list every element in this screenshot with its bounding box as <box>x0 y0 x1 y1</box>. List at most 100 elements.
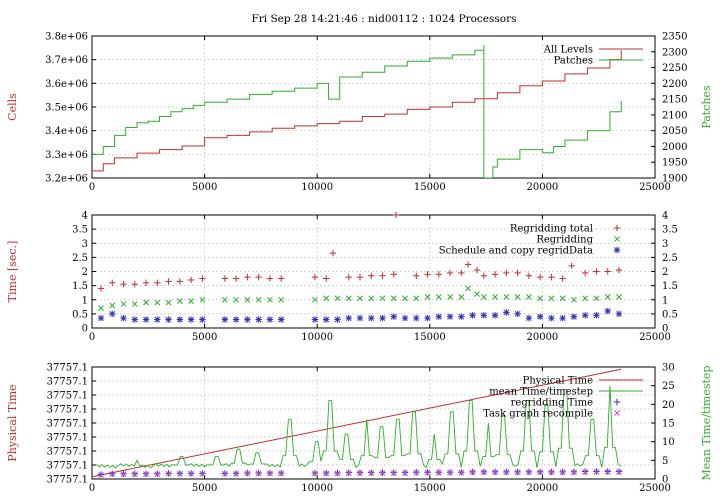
y2-tick-label: 2 <box>662 267 668 278</box>
data-point <box>154 316 161 323</box>
data-point <box>582 295 589 302</box>
y-tick-label: 3.8e+06 <box>45 32 88 43</box>
data-point <box>413 469 420 476</box>
data-point <box>165 316 172 323</box>
data-point <box>581 312 589 319</box>
data-point <box>199 296 206 303</box>
x-tick-label: 20000 <box>526 332 558 343</box>
data-point <box>473 266 481 274</box>
legend-marker <box>613 224 621 232</box>
data-point <box>199 275 206 282</box>
data-point <box>480 469 487 476</box>
data-point <box>98 471 104 478</box>
data-point <box>469 312 476 319</box>
data-point <box>323 295 330 302</box>
data-point <box>255 296 262 303</box>
legend-marker <box>613 246 621 254</box>
legend-label: Patches <box>554 56 593 67</box>
data-point <box>525 272 533 279</box>
y2-tick-label: 1950 <box>662 158 687 169</box>
y-tick-label: 37757.1 <box>47 419 88 430</box>
data-point <box>392 211 400 219</box>
data-point <box>120 314 127 322</box>
data-point <box>525 294 532 300</box>
data-point <box>255 273 262 281</box>
data-point <box>176 470 183 477</box>
data-point <box>615 266 623 274</box>
y2-axis-label: Patches <box>700 85 713 129</box>
data-point <box>491 312 499 319</box>
data-point <box>368 295 375 302</box>
data-point <box>357 470 363 476</box>
data-point <box>536 313 544 320</box>
data-point <box>97 314 105 322</box>
y-tick-label: 2.5 <box>72 253 88 264</box>
data-point <box>435 294 442 300</box>
series-layer <box>97 211 623 323</box>
data-point <box>244 296 251 303</box>
y2-tick-label: 15 <box>662 419 675 430</box>
data-point <box>199 470 206 477</box>
y2-tick-label: 2150 <box>662 95 687 106</box>
data-point <box>176 278 184 285</box>
legend-marker <box>613 398 621 406</box>
data-point <box>334 316 341 323</box>
data-point <box>329 249 337 257</box>
data-point <box>536 273 544 281</box>
y2-tick-label: 2050 <box>662 126 687 137</box>
data-point <box>593 295 600 302</box>
data-point <box>278 470 285 477</box>
data-point <box>514 310 521 318</box>
panel-3: 0 5000 10000 15000 20000 25000 37757.1 37757.1 3… <box>6 363 713 495</box>
data-point <box>131 281 138 288</box>
y2-tick-label: 1.5 <box>662 281 678 292</box>
data-point <box>548 469 555 476</box>
data-point <box>334 295 341 302</box>
y-tick-label: 0.5 <box>72 309 88 320</box>
data-point <box>492 294 499 300</box>
data-point <box>390 295 397 302</box>
data-point <box>458 469 465 476</box>
data-point <box>548 314 555 322</box>
data-point <box>581 269 589 277</box>
y-tick-label: 2 <box>82 267 88 278</box>
data-point <box>491 271 499 278</box>
data-point <box>474 291 481 298</box>
data-point <box>503 294 510 300</box>
data-point <box>435 271 443 278</box>
data-point <box>582 468 589 475</box>
data-point <box>165 470 172 477</box>
data-point <box>165 278 172 285</box>
y2-tick-label: 1 <box>662 295 668 306</box>
y2-tick-label: 10 <box>662 437 675 448</box>
x-tick-label: 10000 <box>301 332 333 343</box>
y-tick-label: 1.5 <box>72 281 88 292</box>
data-point <box>188 470 195 477</box>
data-point <box>615 310 623 318</box>
y-tick-label: 3.5 <box>72 225 88 236</box>
data-point <box>232 275 240 282</box>
data-point <box>277 316 285 323</box>
data-point <box>379 272 386 279</box>
data-point <box>154 299 161 306</box>
data-point <box>131 471 138 478</box>
data-point <box>559 295 566 302</box>
data-point <box>458 294 465 300</box>
series-task-graph-recompile <box>98 468 622 478</box>
y2-tick-label: 2200 <box>662 79 687 90</box>
y2-tick-label: 2.5 <box>662 253 678 264</box>
data-point <box>435 313 443 320</box>
data-point <box>390 313 397 320</box>
data-point <box>188 298 195 305</box>
data-point <box>458 269 465 277</box>
data-point <box>465 285 471 292</box>
y2-tick-label: 2000 <box>662 142 687 153</box>
data-point <box>413 272 420 279</box>
y-tick-label: 37757.1 <box>47 391 88 402</box>
data-point <box>98 305 104 312</box>
y-tick-label: 37757.1 <box>47 405 88 416</box>
series-regridding-total <box>97 211 623 292</box>
data-point <box>616 294 622 300</box>
data-point <box>142 316 150 323</box>
